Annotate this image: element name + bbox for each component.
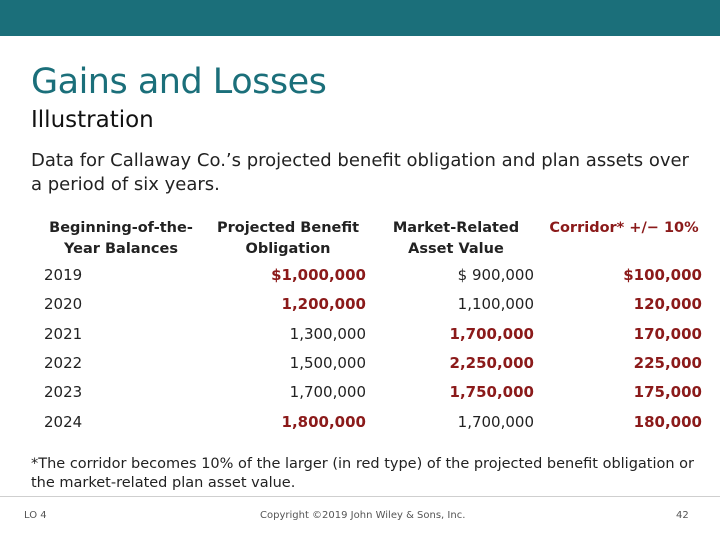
header-year-balances: Beginning-of-the-Year Balances [49,220,193,257]
learning-objective: LO 4 [24,510,47,521]
row-pbo-value: 1,800,000 [281,413,366,431]
row-asset-value: $ 900,000 [457,266,534,284]
row-pbo-value: $1,000,000 [271,266,366,284]
slide-title: Gains and Losses [31,62,327,102]
row-year: 2019 [44,266,83,284]
row-corridor-value: 225,000 [633,354,702,372]
slide-subtitle: Illustration [31,107,154,133]
row-corridor-value: 175,000 [633,383,702,401]
row-pbo-value: 1,500,000 [289,354,366,372]
row-year: 2020 [44,295,83,313]
footer-divider [0,496,720,497]
intro-text: Data for Callaway Co.’s projected benefi… [31,150,689,195]
header-asset-value: Market-Related Asset Value [392,220,520,257]
row-pbo-value: 1,200,000 [281,295,366,313]
row-corridor-value: 120,000 [633,295,702,313]
header-pbo: Projected Benefit Obligation [216,220,360,257]
row-year: 2022 [44,354,83,372]
row-asset-value: 1,700,000 [457,413,534,431]
row-pbo-value: 1,300,000 [289,325,366,343]
row-pbo-value: 1,700,000 [289,383,366,401]
row-year: 2023 [44,383,83,401]
row-asset-value: 1,100,000 [457,295,534,313]
row-corridor-value: 180,000 [633,413,702,431]
copyright-text: Copyright ©2019 John Wiley & Sons, Inc. [260,510,466,521]
row-year: 2021 [44,325,83,343]
row-corridor-value: $100,000 [623,266,702,284]
row-asset-value: 1,700,000 [449,325,534,343]
row-asset-value: 1,750,000 [449,383,534,401]
header-corridor: Corridor* +/− 10% [549,220,699,236]
footnote: *The corridor becomes 10% of the larger … [31,456,695,491]
top-banner [0,0,720,36]
page-number: 42 [676,510,689,521]
row-corridor-value: 170,000 [633,325,702,343]
row-year: 2024 [44,413,83,431]
row-asset-value: 2,250,000 [449,354,534,372]
